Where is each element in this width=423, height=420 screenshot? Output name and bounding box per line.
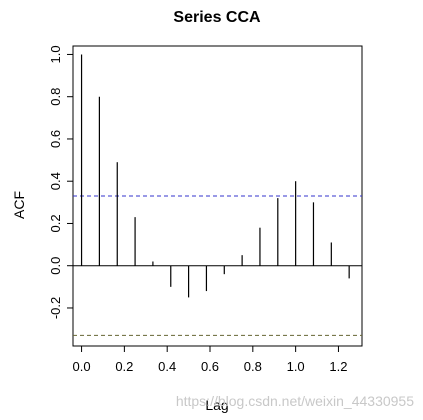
x-tick-label: 1.0: [287, 359, 305, 374]
x-tick-label: 0.2: [115, 359, 133, 374]
plot-area: [73, 54, 362, 336]
x-tick-label: 0.6: [201, 359, 219, 374]
x-tick-label: 0.4: [158, 359, 176, 374]
x-axis-label: Lag: [205, 397, 228, 413]
y-tick-label: 0.2: [48, 214, 63, 232]
y-tick-label: 1.0: [48, 45, 63, 63]
y-tick-label: -0.2: [48, 297, 63, 319]
y-axis-label: ACF: [11, 191, 27, 219]
y-axis: -0.2 0.0 0.2 0.4 0.6 0.8 1.0: [48, 45, 73, 319]
chart-title: Series CCA: [173, 9, 261, 26]
x-tick-label: 0.0: [73, 359, 91, 374]
x-tick-label: 1.2: [329, 359, 347, 374]
y-tick-label: 0.0: [48, 257, 63, 275]
watermark-text: https://blog.csdn.net/weixin_44330955: [176, 393, 414, 409]
x-tick-label: 0.8: [244, 359, 262, 374]
x-axis: 0.0 0.2 0.4 0.6 0.8 1.0 1.2: [73, 346, 347, 374]
y-tick-label: 0.8: [48, 88, 63, 106]
y-tick-label: 0.4: [48, 172, 63, 190]
y-tick-label: 0.6: [48, 130, 63, 148]
